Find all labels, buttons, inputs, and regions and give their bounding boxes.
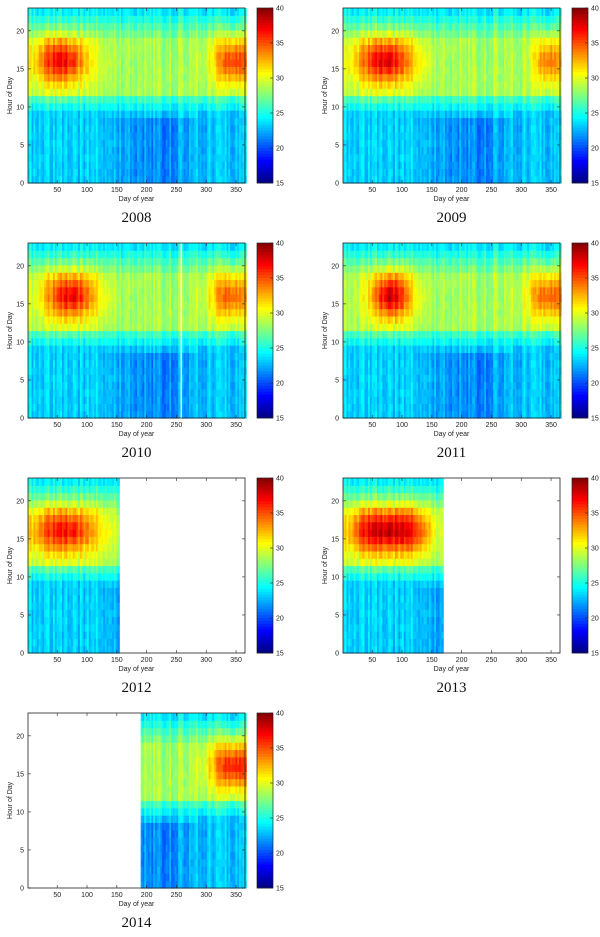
- colorbar-tick-label: 25: [276, 111, 284, 118]
- colorbar-tick-label: 20: [276, 146, 284, 153]
- x-tick-label: 100: [81, 187, 93, 194]
- colorbar-segment: [257, 133, 273, 136]
- colorbar-segment: [257, 125, 273, 128]
- colorbar-segment: [257, 131, 273, 134]
- colorbar-segment: [257, 101, 273, 104]
- colorbar-segment: [257, 98, 273, 101]
- colorbar-tick-label: 30: [276, 76, 284, 83]
- colorbar-segment: [257, 81, 273, 84]
- colorbar-tick-label: 35: [276, 41, 284, 48]
- colorbar-segment: [257, 26, 273, 29]
- colorbar-segment: [257, 8, 273, 11]
- colorbar-segment: [257, 63, 273, 66]
- y-tick-label: 5: [20, 142, 24, 149]
- colorbar-segment: [257, 107, 273, 110]
- colorbar-segment: [257, 151, 273, 154]
- colorbar-segment: [257, 20, 273, 23]
- x-tick-label: 200: [141, 187, 153, 194]
- colorbar-segment: [257, 139, 273, 142]
- x-tick-label: 350: [230, 187, 242, 194]
- colorbar-segment: [257, 61, 273, 64]
- x-tick-label: 250: [171, 187, 183, 194]
- colorbar-segment: [257, 66, 273, 69]
- colorbar-segment: [257, 23, 273, 26]
- heatmap-svg: 50 100 150 200 250 300 350 0 5 10 15 20 Day of year H…: [0, 0, 285, 200]
- colorbar-segment: [257, 72, 273, 75]
- colorbar-segment: [257, 96, 273, 99]
- colorbar-segment: [257, 177, 273, 180]
- colorbar-segment: [257, 136, 273, 139]
- colorbar-segment: [257, 69, 273, 72]
- y-tick-label: 0: [20, 181, 24, 188]
- colorbar-segment: [257, 46, 273, 49]
- y-tick-label: 20: [16, 28, 24, 35]
- colorbar-segment: [257, 148, 273, 151]
- x-tick-label: 150: [111, 187, 123, 194]
- colorbar-segment: [257, 11, 273, 14]
- colorbar-segment: [257, 119, 273, 122]
- colorbar-segment: [257, 154, 273, 157]
- heatmap-cells: [28, 8, 247, 184]
- colorbar-segment: [257, 14, 273, 17]
- colorbar-segment: [257, 90, 273, 93]
- colorbar-segment: [257, 84, 273, 87]
- colorbar-segment: [257, 37, 273, 40]
- colorbar-segment: [257, 58, 273, 61]
- y-axis-title: Hour of Day: [7, 76, 14, 114]
- colorbar-tick-label: 15: [276, 181, 284, 188]
- colorbar: 15 20 25 30 35 40: [257, 6, 284, 188]
- colorbar-segment: [257, 31, 273, 34]
- colorbar-segment: [257, 104, 273, 107]
- colorbar-segment: [257, 34, 273, 37]
- colorbar-segment: [257, 93, 273, 96]
- colorbar-segment: [257, 49, 273, 52]
- colorbar-segment: [257, 163, 273, 166]
- x-tick-label: 50: [53, 187, 61, 194]
- x-axis-title: Day of year: [119, 196, 155, 203]
- year-label: 2008: [77, 210, 197, 227]
- colorbar-tick-label: 40: [276, 6, 284, 13]
- colorbar-segment: [257, 17, 273, 20]
- colorbar-segment: [257, 142, 273, 145]
- colorbar-segment: [257, 55, 273, 58]
- colorbar-segment: [257, 52, 273, 55]
- colorbar-segment: [257, 28, 273, 31]
- colorbar-segment: [257, 157, 273, 160]
- colorbar-segment: [257, 168, 273, 171]
- colorbar-segment: [257, 122, 273, 125]
- colorbar-segment: [257, 128, 273, 131]
- heatmap-panel-2008: 50 100 150 200 250 300 350 0 5 10 15 20 Day of year H…: [0, 0, 285, 232]
- colorbar-segment: [257, 166, 273, 169]
- colorbar-segment: [257, 160, 273, 163]
- colorbar-segment: [257, 113, 273, 116]
- colorbar-segment: [257, 171, 273, 174]
- y-tick-label: 15: [16, 66, 24, 73]
- colorbar-segment: [257, 116, 273, 119]
- colorbar-segment: [257, 87, 273, 90]
- colorbar-segment: [257, 174, 273, 177]
- x-tick-label: 300: [200, 187, 212, 194]
- colorbar-segment: [257, 78, 273, 81]
- colorbar-segment: [257, 43, 273, 46]
- heatmap-cells: [343, 8, 562, 184]
- y-tick-label: 10: [16, 104, 24, 111]
